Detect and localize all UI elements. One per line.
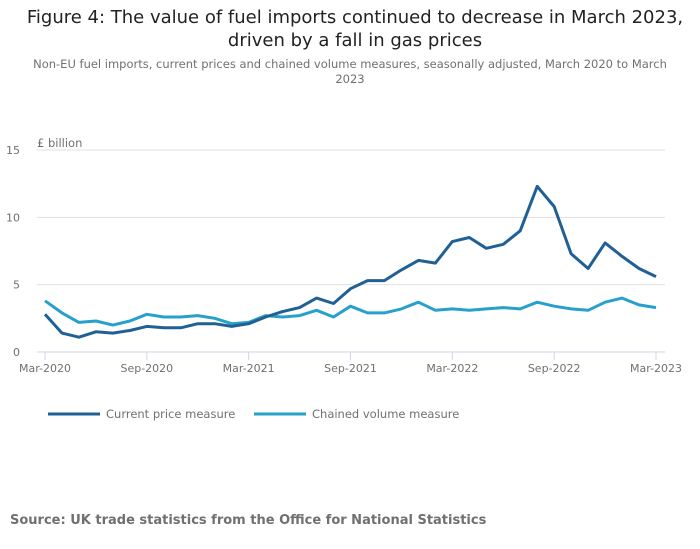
x-tick-label: Mar-2022 [426,362,478,375]
y-tick-label: 5 [13,279,20,292]
x-tick-label: Sep-2021 [324,362,377,375]
series-line-chained-volume-measure [44,296,657,327]
y-tick-label: 10 [6,211,20,224]
x-tick-label: Mar-2021 [223,362,275,375]
y-axis-label: £ billion [37,136,82,150]
y-tick-label: 0 [13,346,20,359]
legend-label: Chained volume measure [312,407,459,421]
x-tick-label: Mar-2023 [630,362,682,375]
legend-label: Current price measure [106,407,235,421]
chart-title: Figure 4: The value of fuel imports cont… [26,7,684,51]
series-line-current-price-measure [43,184,657,339]
source-note: Source: UK trade statistics from the Off… [10,513,487,528]
x-tick-label: Mar-2020 [19,362,71,375]
x-tick-label: Sep-2022 [528,362,581,375]
chart-subtitle: Non-EU fuel imports, current prices and … [33,57,667,86]
x-tick-label: Sep-2020 [120,362,173,375]
y-tick-label: 15 [6,144,20,157]
